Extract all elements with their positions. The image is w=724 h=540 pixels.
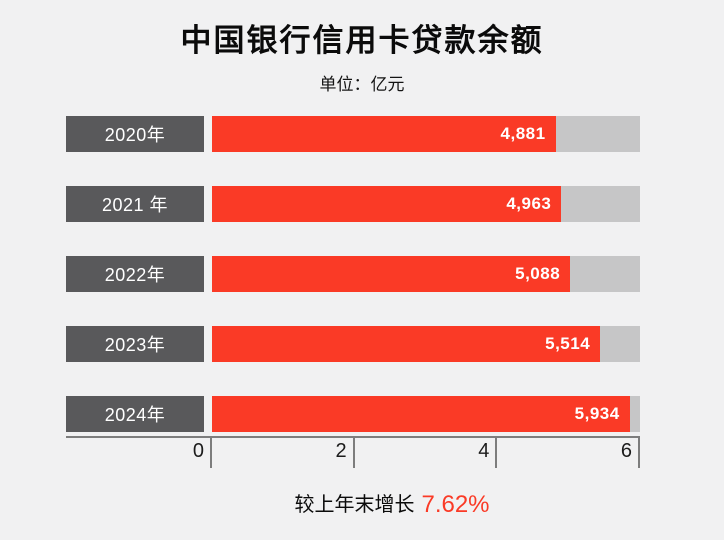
x-axis: 0 2 4 6 [66, 436, 640, 470]
axis-tick-label-2: 2 [335, 440, 347, 463]
bar-row-2021: 2021 年 4,963 [66, 186, 640, 223]
bar-row-2020: 2020年 4,881 [66, 116, 640, 153]
growth-value: 7.62% [421, 491, 490, 519]
bar-fill-2020: 4,881 [212, 116, 556, 153]
bar-track-2024: 5,934 [212, 396, 640, 433]
bar-row-2023: 2023年 5,514 [66, 326, 640, 363]
bar-fill-2024: 5,934 [212, 396, 630, 433]
year-label-2021: 2021 年 [66, 186, 204, 223]
bar-fill-2023: 5,514 [212, 326, 601, 363]
year-label-2024: 2024年 [66, 396, 204, 433]
bar-value-label-2021: 4,963 [506, 194, 552, 214]
chart-title: 中国银行信用卡贷款余额 [180, 23, 544, 58]
growth-note: 较上年末增长 7.62% [0, 488, 724, 519]
bar-track-2021: 4,963 [212, 186, 640, 223]
year-label-2023: 2023年 [66, 326, 204, 363]
year-label-2020: 2020年 [66, 116, 204, 153]
axis-tick-2: 2 [336, 438, 355, 469]
axis-tick-label-0: 0 [192, 440, 204, 463]
bar-row-2024: 2024年 5,934 [66, 396, 640, 433]
x-axis-tick-area: 0 2 4 6 [193, 438, 640, 470]
bar-fill-2022: 5,088 [212, 256, 571, 293]
bar-track-2020: 4,881 [212, 116, 640, 153]
axis-tick-6: 6 [621, 438, 640, 469]
bar-value-label-2024: 5,934 [574, 404, 620, 424]
bar-value-label-2023: 5,514 [545, 334, 591, 354]
axis-tick-label-4: 4 [478, 440, 490, 463]
bar-row-2022: 2022年 5,088 [66, 256, 640, 293]
bar-track-2022: 5,088 [212, 256, 640, 293]
bar-chart: 2020年 4,881 2021 年 4,963 2022年 5,088 [66, 116, 640, 433]
bar-fill-2021: 4,963 [212, 186, 562, 223]
axis-tick-4: 4 [478, 438, 498, 469]
axis-tick-label-6: 6 [620, 440, 632, 463]
year-label-2022: 2022年 [66, 256, 204, 293]
bar-value-label-2020: 4,881 [500, 124, 546, 144]
axis-tick-0: 0 [193, 438, 212, 469]
growth-note-prefix: 较上年末增长 [294, 494, 415, 517]
unit-label: 单位：亿元 [319, 75, 405, 95]
bar-track-2023: 5,514 [212, 326, 640, 363]
bar-value-label-2022: 5,088 [515, 264, 561, 284]
